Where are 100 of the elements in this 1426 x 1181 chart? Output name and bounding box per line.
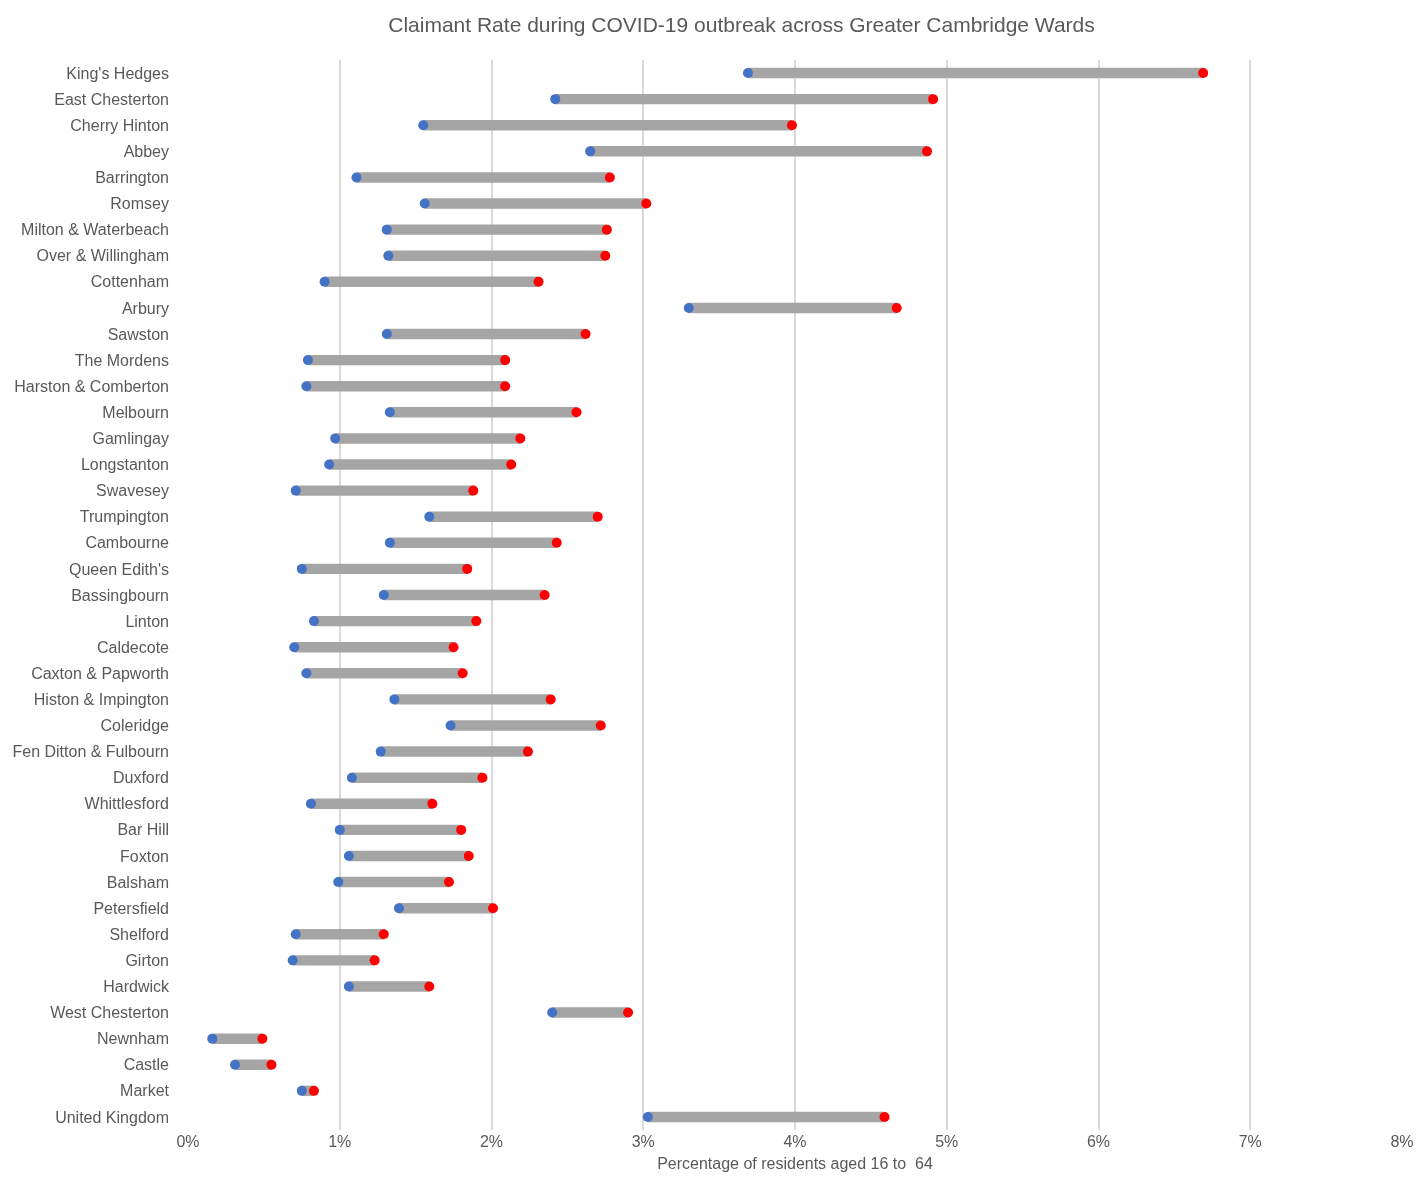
y-tick-label: Coleridge <box>100 717 170 735</box>
point <box>488 903 499 914</box>
bar <box>423 120 792 131</box>
point <box>424 511 435 522</box>
point <box>257 1033 268 1044</box>
bar <box>307 354 506 366</box>
point <box>471 616 482 627</box>
point <box>444 877 455 888</box>
point <box>389 694 400 705</box>
bar <box>450 720 601 731</box>
point <box>383 250 394 261</box>
point <box>381 329 392 340</box>
bar <box>356 172 610 183</box>
point <box>477 772 488 783</box>
bar <box>555 93 934 105</box>
point <box>378 929 389 940</box>
y-tick-label: Caxton & Papworth <box>31 664 169 682</box>
bar <box>380 746 528 757</box>
point <box>296 1085 307 1096</box>
x-tick-label: 0% <box>176 1133 200 1150</box>
y-tick-label: Swavesey <box>96 482 169 500</box>
bar <box>339 824 462 836</box>
point <box>290 929 301 940</box>
point <box>550 94 561 105</box>
y-tick-label: Whittlesford <box>84 795 169 813</box>
y-tick-label: Fen Ditton & Fulbourn <box>12 743 169 761</box>
point <box>324 459 335 470</box>
y-tick-label: The Mordens <box>74 351 169 369</box>
bar <box>429 511 598 522</box>
x-axis-title: Percentage of residents aged 16 to 64 <box>657 1154 933 1172</box>
y-tick-label: Bassingbourn <box>71 586 169 604</box>
x-tick-label: 6% <box>1086 1133 1111 1150</box>
bar <box>386 224 607 235</box>
y-tick-label: Petersfield <box>93 899 169 917</box>
x-tick-label: 8% <box>1390 1133 1414 1150</box>
point <box>393 903 404 914</box>
point <box>369 955 380 966</box>
bar <box>389 537 557 549</box>
y-tick-label: Hardwick <box>103 978 170 996</box>
bar <box>348 981 430 992</box>
point <box>595 720 606 731</box>
x-tick-label: 5% <box>935 1133 959 1150</box>
y-tick-label: Caldecote <box>96 638 170 656</box>
bar <box>292 955 375 966</box>
point <box>600 250 611 261</box>
point <box>287 955 298 966</box>
y-tick-label: Over & Willingham <box>36 247 169 265</box>
point <box>308 616 319 627</box>
point <box>506 459 517 470</box>
point <box>230 1059 241 1070</box>
x-tick-label: 1% <box>328 1133 352 1150</box>
point <box>641 198 652 209</box>
bar <box>310 798 433 809</box>
y-tick-label: Cambourne <box>85 534 170 552</box>
point <box>424 981 435 992</box>
bar <box>647 1111 885 1123</box>
bar <box>294 641 454 653</box>
point <box>384 537 395 548</box>
y-tick-label: Histon & Impington <box>33 690 169 708</box>
y-tick-label: Market <box>120 1082 170 1100</box>
point <box>301 668 312 679</box>
point <box>879 1111 890 1122</box>
chart-title: Claimant Rate during COVID-19 outbreak across Greater Cambridge Wards <box>388 13 1095 37</box>
point <box>381 224 392 235</box>
point <box>343 981 354 992</box>
y-tick-label: Romsey <box>110 195 169 213</box>
point <box>207 1033 218 1044</box>
y-tick-label: Gamlingay <box>92 430 169 448</box>
bar <box>351 772 483 783</box>
bar <box>348 850 469 862</box>
point <box>290 485 301 496</box>
bar <box>424 198 647 209</box>
point <box>1198 68 1209 79</box>
point <box>585 146 596 157</box>
point <box>522 746 533 757</box>
point <box>427 798 438 809</box>
point <box>547 1007 558 1018</box>
bar <box>313 615 477 627</box>
bar <box>329 459 512 470</box>
y-tick-label: Arbury <box>121 299 169 317</box>
y-tick-label: Sawston <box>107 325 169 343</box>
point <box>545 694 556 705</box>
bar <box>386 328 586 340</box>
point <box>742 68 753 79</box>
y-tick-label: Castle <box>123 1056 170 1074</box>
point <box>683 302 694 313</box>
y-tick-label: Duxford <box>112 769 169 787</box>
point <box>642 1111 653 1122</box>
y-tick-label: Longstanton <box>80 456 169 474</box>
y-tick-label: King's Hedges <box>66 64 169 82</box>
point <box>308 1085 319 1096</box>
point <box>500 355 511 366</box>
bar <box>688 302 897 314</box>
point <box>891 302 902 313</box>
bar <box>383 589 545 601</box>
point <box>580 329 591 340</box>
point <box>289 642 300 653</box>
y-tick-label: Abbey <box>123 142 169 160</box>
x-tick-label: 4% <box>783 1133 807 1150</box>
y-tick-label: Queen Edith's <box>68 560 169 578</box>
